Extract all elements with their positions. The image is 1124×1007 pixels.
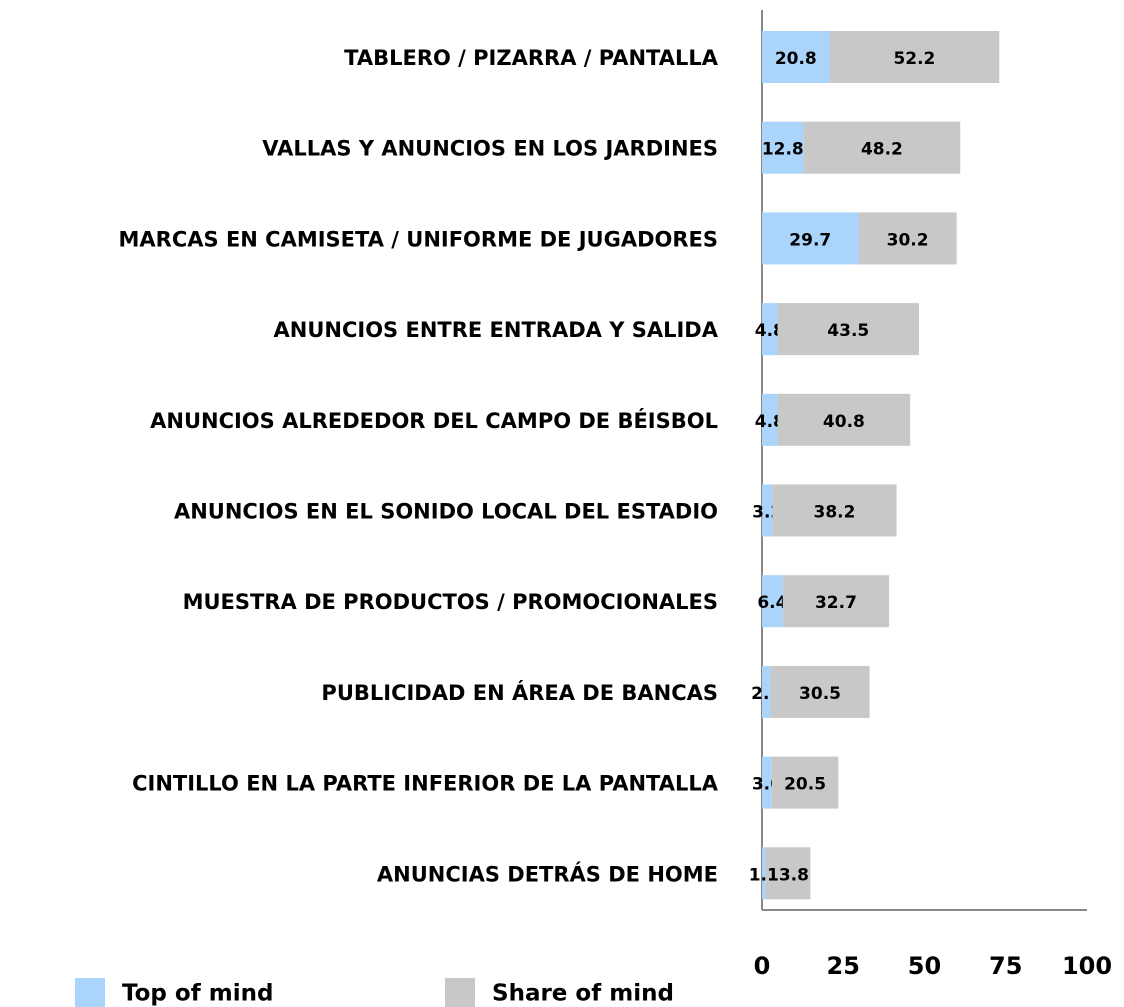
x-tick-label: 0 xyxy=(754,952,771,980)
bar-segment xyxy=(803,121,961,174)
value-label: 43.5 xyxy=(827,321,869,341)
bar-segment xyxy=(762,303,778,356)
value-label: 48.2 xyxy=(861,140,903,160)
bar-segment xyxy=(762,847,766,900)
bar-segment xyxy=(777,303,919,356)
x-tick-label: 50 xyxy=(908,952,941,980)
legend-label: Share of mind xyxy=(492,981,674,1007)
bar-segment xyxy=(762,393,778,446)
category-label: ANUNCIAS DETRÁS DE HOME xyxy=(377,861,718,886)
bar-segment xyxy=(762,575,783,628)
value-label: 6.4 xyxy=(757,593,787,613)
bar-segment xyxy=(762,121,804,174)
bar-segment xyxy=(777,393,911,446)
value-label: 32.7 xyxy=(815,593,857,613)
category-label: MARCAS EN CAMISETA / UNIFORME DE JUGADOR… xyxy=(119,227,718,251)
bar-segment xyxy=(858,212,957,265)
bar-segment xyxy=(762,484,773,537)
bar-segment xyxy=(762,31,830,83)
category-label: ANUNCIOS EN EL SONIDO LOCAL DEL ESTADIO xyxy=(174,500,718,524)
value-label: 30.2 xyxy=(887,230,929,250)
value-label: 4.8 xyxy=(755,321,785,341)
bar-segment xyxy=(782,575,890,628)
bar-segment xyxy=(772,484,897,537)
x-tick-label: 25 xyxy=(827,952,860,980)
x-tick-label: 75 xyxy=(989,952,1022,980)
value-label: 30.5 xyxy=(799,684,841,704)
bar-segment xyxy=(765,847,811,900)
category-label: ANUNCIOS ENTRE ENTRADA Y SALIDA xyxy=(274,318,719,342)
value-label: 20.8 xyxy=(775,49,817,69)
category-label: ANUNCIOS ALREDEDOR DEL CAMPO DE BÉISBOL xyxy=(150,408,718,433)
bar-segment xyxy=(829,31,1000,83)
x-tick-label: 100 xyxy=(1062,952,1112,980)
value-label: 38.2 xyxy=(813,503,855,523)
legend-label: Top of mind xyxy=(122,981,273,1007)
value-label: 20.5 xyxy=(784,775,826,795)
bar-segment xyxy=(762,665,771,718)
legend-swatch xyxy=(445,978,475,1007)
category-label: VALLAS Y ANUNCIOS EN LOS JARDINES xyxy=(262,137,718,161)
legend-swatch xyxy=(75,978,105,1007)
category-label: PUBLICIDAD EN ÁREA DE BANCAS xyxy=(321,680,718,705)
bar-segment xyxy=(762,212,859,265)
bar-segment xyxy=(770,665,870,718)
category-label: MUESTRA DE PRODUCTOS / PROMOCIONALES xyxy=(183,590,718,614)
value-label: 29.7 xyxy=(789,230,831,250)
value-label: 40.8 xyxy=(823,412,865,432)
bar-segment xyxy=(762,756,772,809)
category-label: TABLERO / PIZARRA / PANTALLA xyxy=(344,46,719,70)
value-label: 13.8 xyxy=(767,865,809,885)
bar-segment xyxy=(771,756,839,809)
category-label: CINTILLO EN LA PARTE INFERIOR DE LA PANT… xyxy=(132,772,719,796)
value-label: 52.2 xyxy=(893,49,935,69)
value-label: 12.8 xyxy=(762,140,804,160)
value-label: 4.8 xyxy=(755,412,785,432)
